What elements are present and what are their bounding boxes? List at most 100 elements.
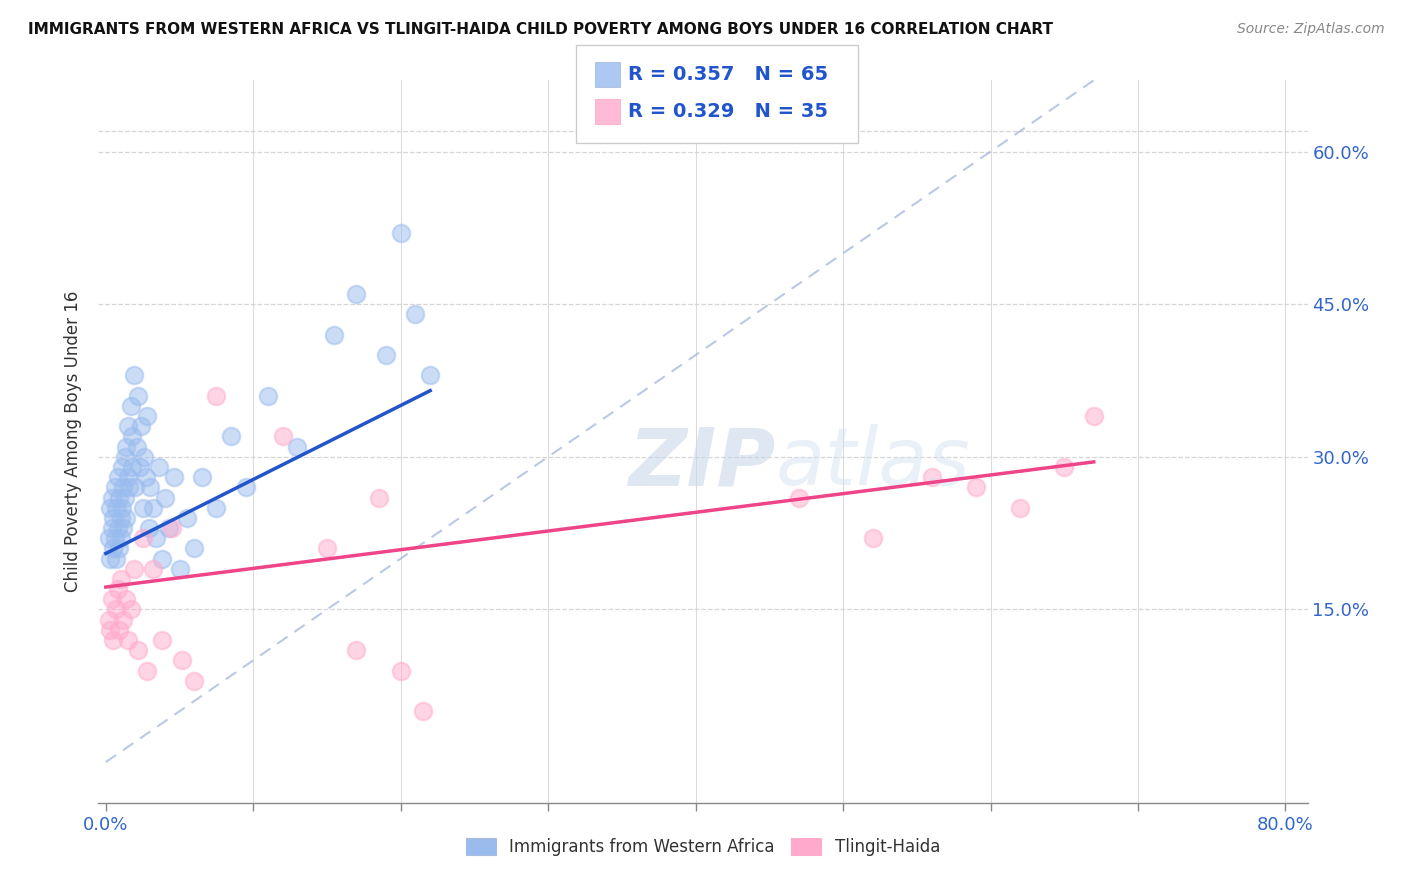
- Point: [150, 551, 173, 566]
- Point: [323, 327, 346, 342]
- Point: [100, 521, 122, 535]
- Point: [117, 470, 139, 484]
- Point: [105, 551, 128, 566]
- Point: [346, 287, 368, 301]
- Point: [107, 521, 129, 535]
- Point: [419, 368, 441, 383]
- Point: [112, 613, 135, 627]
- Point: [172, 653, 194, 667]
- Point: [100, 491, 122, 505]
- Point: [98, 623, 121, 637]
- Point: [108, 491, 131, 505]
- Text: R = 0.357   N = 65: R = 0.357 N = 65: [628, 65, 828, 85]
- Point: [111, 460, 134, 475]
- Point: [108, 541, 131, 556]
- Point: [219, 429, 242, 443]
- Point: [127, 643, 149, 657]
- Point: [316, 541, 339, 556]
- Point: [98, 500, 121, 515]
- Y-axis label: Child Poverty Among Boys Under 16: Child Poverty Among Boys Under 16: [65, 291, 83, 592]
- Point: [205, 389, 228, 403]
- Point: [136, 409, 159, 423]
- Point: [142, 562, 165, 576]
- Point: [346, 643, 368, 657]
- Point: [412, 704, 434, 718]
- Point: [121, 460, 143, 475]
- Point: [965, 480, 987, 494]
- Text: ZIP: ZIP: [628, 425, 776, 502]
- Point: [131, 500, 153, 515]
- Text: R = 0.329   N = 35: R = 0.329 N = 35: [628, 102, 828, 121]
- Point: [108, 623, 131, 637]
- Point: [112, 521, 135, 535]
- Point: [107, 470, 129, 484]
- Point: [257, 389, 280, 403]
- Point: [153, 491, 176, 505]
- Point: [389, 664, 412, 678]
- Point: [142, 500, 165, 515]
- Point: [105, 500, 128, 515]
- Point: [100, 592, 122, 607]
- Point: [183, 541, 205, 556]
- Point: [118, 480, 141, 494]
- Point: [112, 480, 135, 494]
- Point: [104, 531, 127, 545]
- Point: [121, 429, 143, 443]
- Point: [105, 602, 128, 616]
- Point: [114, 491, 136, 505]
- Point: [862, 531, 884, 545]
- Point: [124, 480, 146, 494]
- Point: [125, 440, 148, 454]
- Point: [110, 511, 132, 525]
- Point: [183, 673, 205, 688]
- Point: [122, 368, 145, 383]
- Point: [235, 480, 257, 494]
- Point: [150, 632, 173, 647]
- Text: Source: ZipAtlas.com: Source: ZipAtlas.com: [1237, 22, 1385, 37]
- Point: [101, 541, 124, 556]
- Point: [128, 460, 150, 475]
- Point: [134, 450, 156, 464]
- Point: [787, 491, 810, 505]
- Point: [115, 440, 138, 454]
- Point: [921, 470, 943, 484]
- Point: [110, 572, 132, 586]
- Point: [1083, 409, 1105, 423]
- Point: [98, 551, 121, 566]
- Point: [157, 521, 180, 535]
- Point: [101, 632, 124, 647]
- Point: [205, 500, 228, 515]
- Point: [111, 500, 134, 515]
- Point: [169, 562, 191, 576]
- Point: [389, 226, 412, 240]
- Point: [117, 632, 139, 647]
- Point: [120, 602, 142, 616]
- Point: [375, 348, 398, 362]
- Text: atlas: atlas: [776, 425, 970, 502]
- Point: [145, 531, 167, 545]
- Point: [135, 470, 157, 484]
- Point: [117, 419, 139, 434]
- Point: [110, 531, 132, 545]
- Point: [115, 511, 138, 525]
- Point: [115, 592, 138, 607]
- Legend: Immigrants from Western Africa, Tlingit-Haida: Immigrants from Western Africa, Tlingit-…: [460, 831, 946, 863]
- Point: [136, 664, 159, 678]
- Point: [129, 419, 152, 434]
- Point: [148, 460, 170, 475]
- Point: [162, 470, 184, 484]
- Point: [190, 470, 212, 484]
- Point: [271, 429, 294, 443]
- Point: [101, 511, 124, 525]
- Point: [122, 562, 145, 576]
- Point: [97, 531, 120, 545]
- Point: [114, 450, 136, 464]
- Point: [107, 582, 129, 596]
- Text: IMMIGRANTS FROM WESTERN AFRICA VS TLINGIT-HAIDA CHILD POVERTY AMONG BOYS UNDER 1: IMMIGRANTS FROM WESTERN AFRICA VS TLINGI…: [28, 22, 1053, 37]
- Point: [131, 531, 153, 545]
- Point: [104, 480, 127, 494]
- Point: [1053, 460, 1076, 475]
- Point: [97, 613, 120, 627]
- Point: [139, 480, 162, 494]
- Point: [176, 511, 198, 525]
